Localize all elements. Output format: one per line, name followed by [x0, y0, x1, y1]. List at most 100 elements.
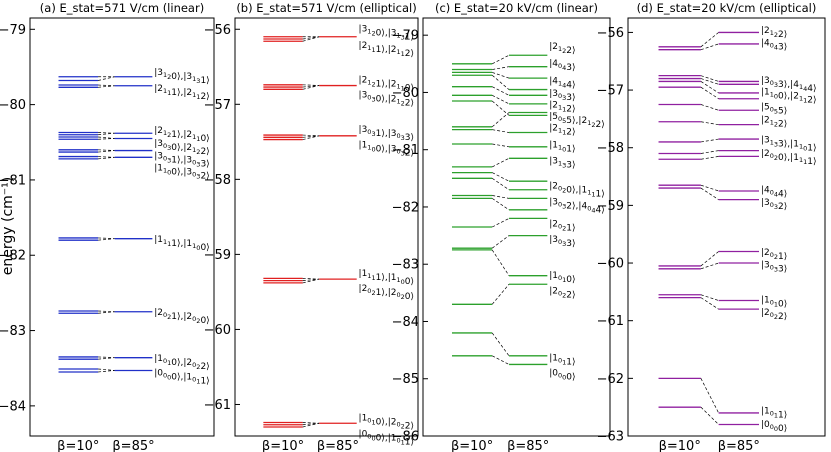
state-label: |3133⟩,|1101⟩: [761, 136, 817, 154]
level-connector: [98, 149, 115, 151]
y-tick-label: −86: [392, 430, 419, 445]
state-label: |4043⟩: [549, 59, 575, 73]
level-connector: [700, 297, 719, 310]
level-connector: [700, 251, 719, 267]
state-label: |0000⟩,|1011⟩: [154, 368, 210, 386]
level-connector: [491, 249, 510, 276]
y-tick-label: −80: [0, 98, 26, 113]
y-tick-label: −82: [392, 200, 419, 215]
level-connector: [98, 138, 115, 140]
state-label: |2111⟩,|2112⟩: [359, 41, 415, 59]
level-connector: [98, 132, 115, 134]
plot-frame: [29, 17, 215, 437]
level-connector: [98, 132, 115, 136]
level-connector: [98, 150, 115, 153]
level-connector: [700, 78, 719, 85]
level-connector: [700, 81, 719, 94]
panel-3: (c) E_stat=20 kV/cm (linear) −86 −85 −84 −83…: [392, 1, 611, 452]
level-connector: [491, 74, 510, 90]
y-tick-label: −83: [392, 258, 419, 273]
level-connector: [700, 262, 719, 270]
y-tick-label: −83: [0, 324, 26, 339]
state-label: |3031⟩,|3033⟩: [359, 125, 415, 143]
state-label: |2121⟩,|2110⟩: [154, 126, 210, 144]
level-connector: [492, 66, 510, 70]
x-tick-label: β=10°: [659, 439, 701, 452]
level-connector: [302, 135, 320, 140]
state-label: |3032⟩: [761, 198, 787, 212]
x-tick-label: β=10°: [262, 439, 304, 452]
level-connector: [302, 422, 320, 426]
x-tick-label: β=85°: [507, 439, 549, 452]
state-label: |2112⟩: [549, 100, 575, 114]
level-connector: [302, 85, 320, 88]
state-label: |4043⟩: [761, 39, 787, 53]
level-connector: [98, 156, 115, 158]
level-connector: [700, 32, 719, 48]
plot-frame: [627, 17, 826, 437]
state-label: |2020⟩,|1111⟩: [761, 149, 817, 167]
state-label: |2122⟩: [761, 26, 787, 40]
level-connector: [491, 178, 510, 191]
level-connector: [302, 134, 320, 137]
level-connector: [492, 195, 510, 199]
state-label: |2121⟩,|2110⟩: [359, 75, 415, 93]
y-tick-label: −57: [597, 84, 624, 99]
level-connector: [98, 370, 115, 373]
y-tick-label: −56: [597, 26, 624, 41]
x-tick-label: β=10°: [57, 439, 99, 452]
level-connector: [302, 36, 320, 42]
level-connector: [98, 84, 115, 87]
level-connector: [302, 278, 320, 280]
state-label: |1011⟩: [549, 353, 575, 367]
level-connector: [492, 54, 510, 65]
panel-2: (b) E_stat=571 V/cm (elliptical) −61 −60 −5…: [204, 1, 419, 452]
state-label: |2111⟩,|2112⟩: [154, 84, 210, 102]
state-label: |4144⟩: [549, 76, 575, 90]
level-connector: [302, 36, 320, 40]
state-label: |1101⟩: [549, 140, 575, 154]
level-connector: [492, 94, 510, 105]
y-tick-label: −59: [597, 199, 624, 214]
panel-1: (a) E_stat=571 V/cm (linear) −84 −83 −82 −81…: [0, 1, 215, 452]
y-tick-label: −58: [204, 173, 231, 188]
y-tick-label: −61: [597, 314, 624, 329]
state-label: |2020⟩,|1111⟩: [549, 182, 605, 200]
level-connector: [700, 294, 719, 301]
state-label: |2021⟩: [761, 248, 787, 262]
level-connector: [98, 356, 115, 359]
state-label: |1100⟩,|3032⟩: [154, 164, 210, 182]
level-connector: [98, 85, 115, 88]
level-connector: [302, 85, 320, 90]
level-connector: [302, 422, 320, 424]
level-connector: [98, 76, 115, 81]
state-label: |4044⟩: [761, 186, 787, 200]
panel-title: (b) E_stat=571 V/cm (elliptical): [236, 1, 416, 15]
level-connector: [700, 156, 719, 160]
y-tick-label: −61: [204, 398, 231, 413]
level-connector: [700, 187, 719, 200]
level-connector: [700, 43, 719, 51]
level-connector: [492, 355, 510, 365]
y-tick-label: −84: [392, 315, 419, 330]
level-connector: [492, 218, 510, 228]
y-tick-label: −58: [597, 141, 624, 156]
state-label: |2021⟩,|2020⟩: [154, 308, 210, 326]
level-connector: [98, 136, 115, 139]
state-label: |1010⟩,|2022⟩: [359, 414, 415, 432]
level-connector: [492, 157, 510, 168]
y-tick-label: −80: [392, 86, 419, 101]
state-label: |0000⟩: [549, 368, 575, 382]
y-tick-label: −56: [204, 23, 231, 38]
y-tick-label: −82: [0, 249, 26, 264]
y-axis-label: energy (cm⁻¹): [0, 177, 16, 276]
level-connector: [700, 86, 719, 100]
state-label: |3032⟩,|4044⟩: [549, 198, 605, 216]
state-label: |3033⟩: [549, 235, 575, 249]
level-connector: [700, 150, 719, 154]
level-connector: [491, 332, 510, 357]
state-label: |0000⟩: [761, 420, 787, 434]
state-label: |3030⟩,|2122⟩: [359, 90, 415, 108]
state-label: |1010⟩: [761, 295, 787, 309]
